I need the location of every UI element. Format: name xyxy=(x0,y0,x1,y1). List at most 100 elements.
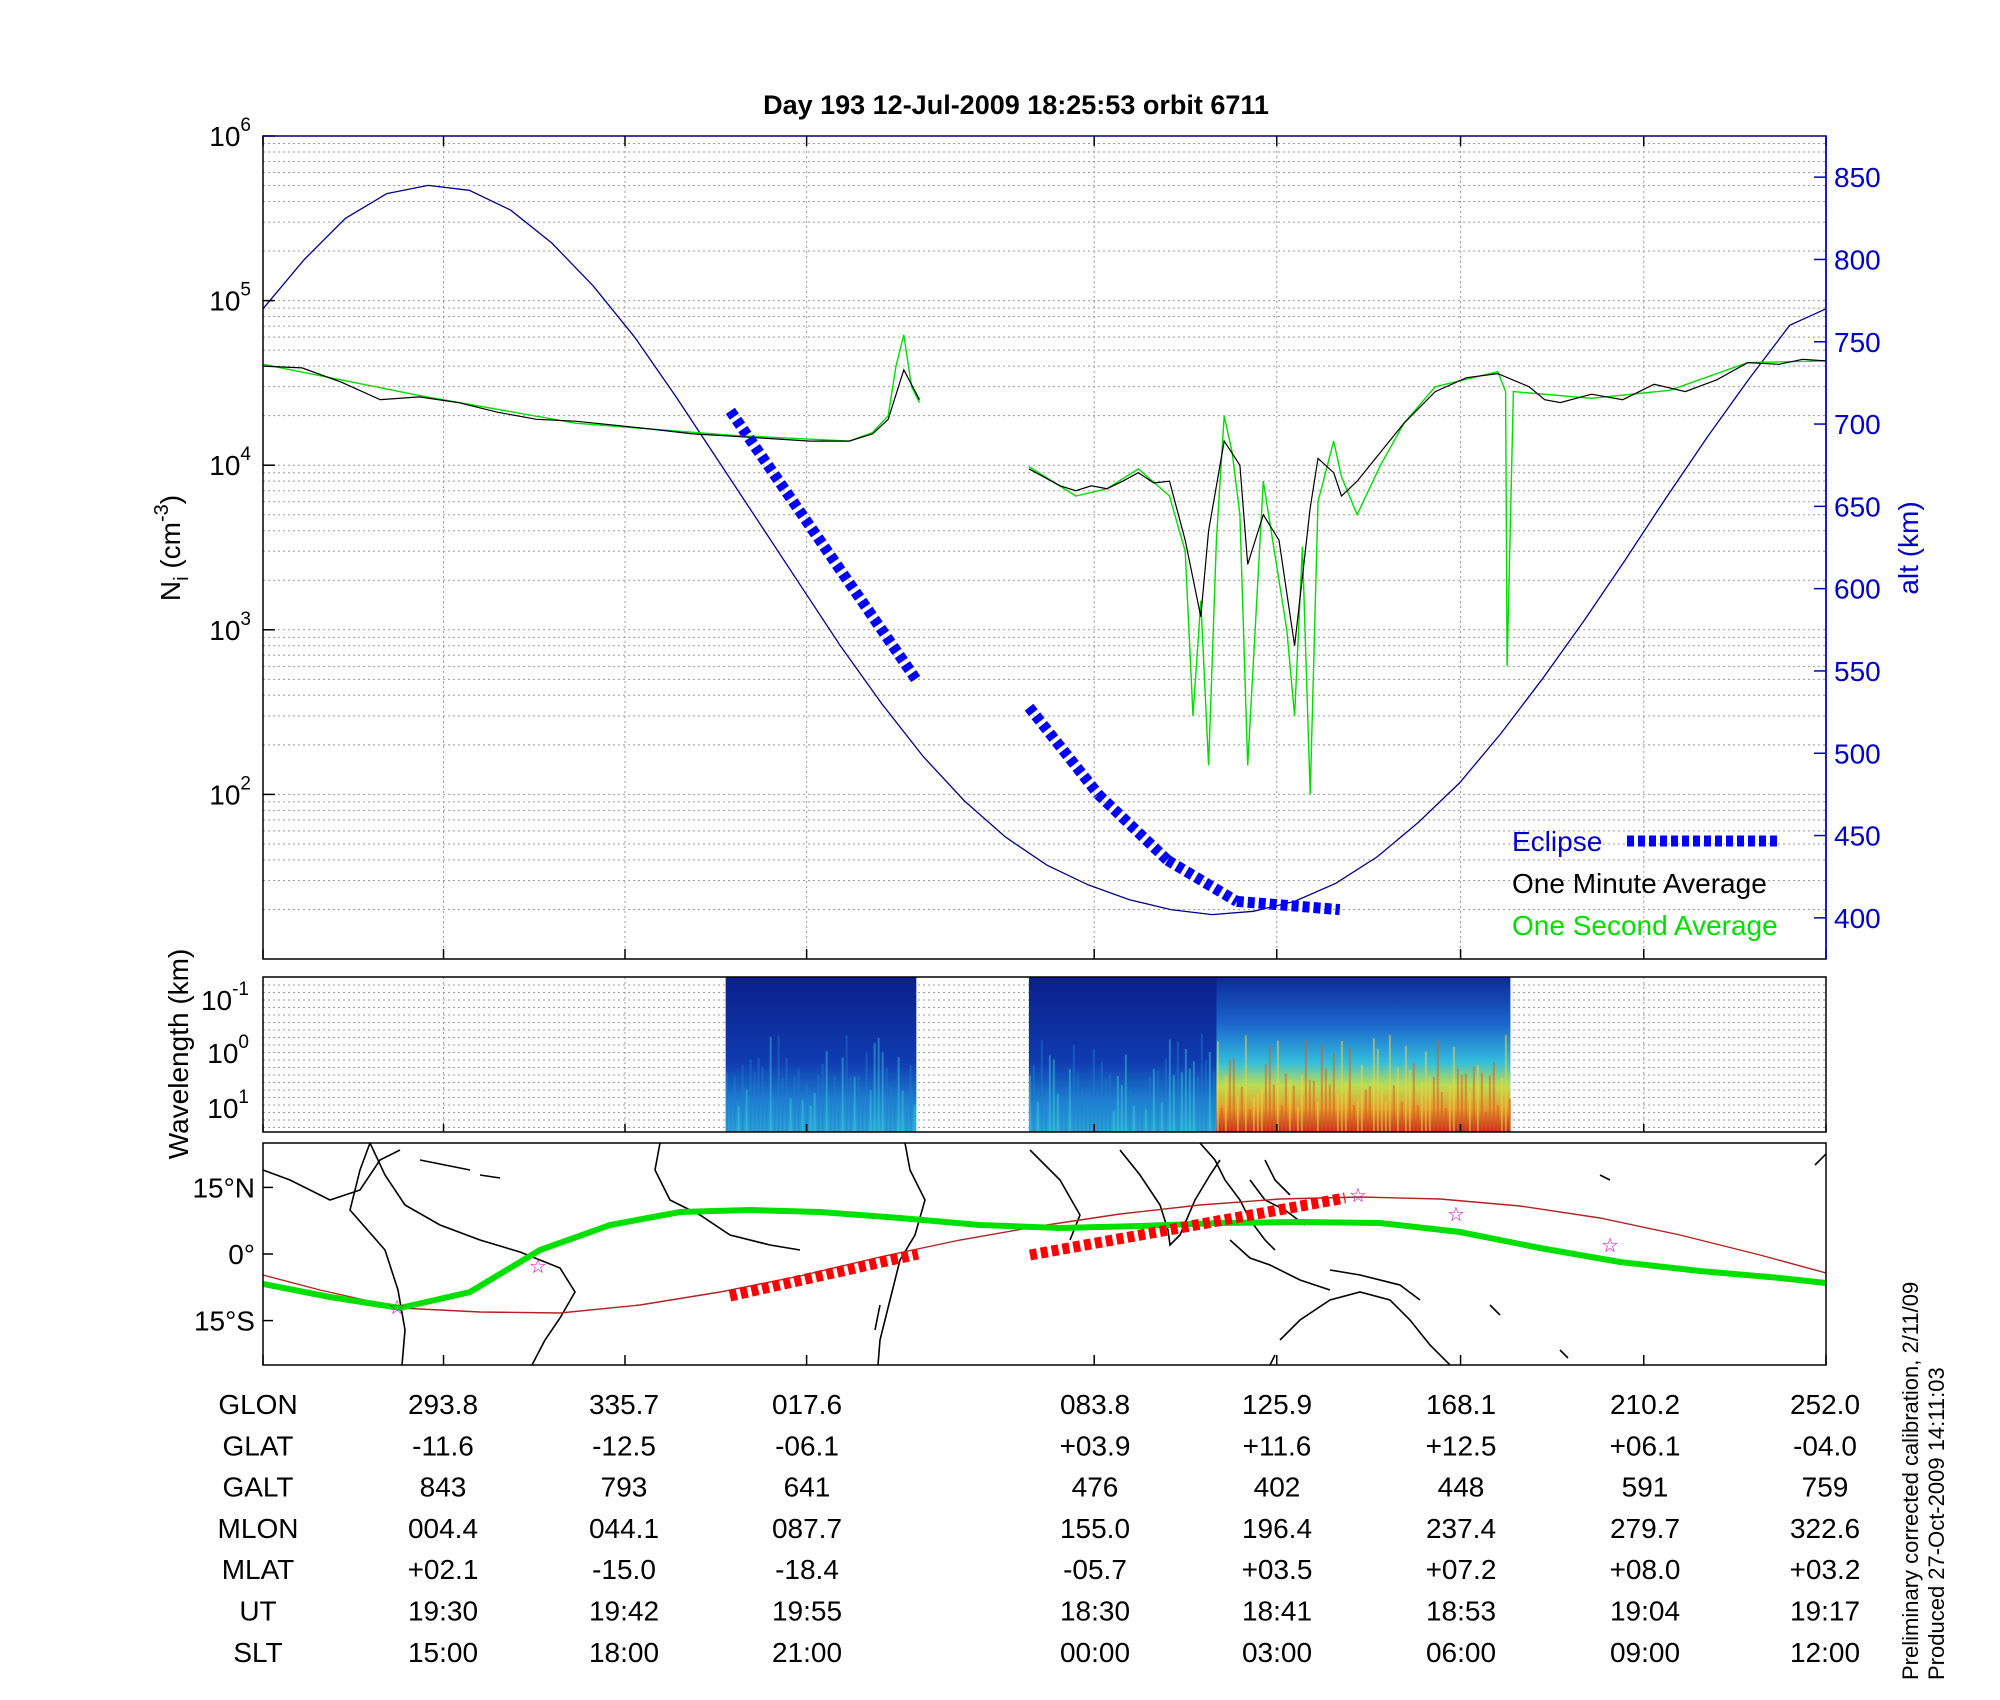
table-cell: 21:00 xyxy=(772,1637,842,1668)
table-cell: 476 xyxy=(1072,1472,1119,1503)
spectrogram-streak xyxy=(1300,1075,1303,1132)
coastline xyxy=(1264,1159,1291,1196)
spectrogram-streak xyxy=(1492,1062,1495,1132)
spectrogram-streak xyxy=(909,1065,912,1132)
spectrogram-streak xyxy=(725,1072,728,1132)
table-row-label: UT xyxy=(239,1596,276,1627)
table-cell: 591 xyxy=(1622,1472,1669,1503)
spectrogram-streak xyxy=(1292,1085,1295,1132)
table-cell: 19:55 xyxy=(772,1596,842,1627)
spectrogram-streak xyxy=(1224,1074,1227,1132)
table-cell: 279.7 xyxy=(1610,1513,1680,1544)
table-cell: +03.5 xyxy=(1242,1554,1313,1585)
spectrogram-panel: 10-1 100 101 Wavelength (km) xyxy=(163,949,1827,1159)
table-cell: 18:53 xyxy=(1426,1596,1496,1627)
spectrogram-streak xyxy=(813,1092,816,1132)
legend: Eclipse One Minute Average One Second Aver… xyxy=(1512,826,1780,941)
table-cell: 19:42 xyxy=(589,1596,659,1627)
table-row-label: SLT xyxy=(233,1637,282,1668)
spectrogram-block xyxy=(725,977,917,1132)
y-tick-label: 10-1 xyxy=(201,979,249,1016)
spectrogram-streak xyxy=(1484,1111,1487,1132)
spectrogram-streak xyxy=(1412,1063,1415,1132)
spectrogram-streak xyxy=(1072,1044,1075,1132)
spectrogram-streak xyxy=(769,1036,772,1132)
spectrogram-streak xyxy=(865,1052,868,1132)
table-cell: 322.6 xyxy=(1790,1513,1860,1544)
coastline xyxy=(1489,1304,1501,1316)
spectrogram-streak xyxy=(1360,1064,1363,1132)
table-cell: 18:30 xyxy=(1060,1596,1130,1627)
spectrogram-streak xyxy=(789,1098,792,1132)
left-axis-label: Ni (cm-3) xyxy=(151,495,193,601)
spectrogram-streak xyxy=(833,1075,836,1132)
spectrogram-streak xyxy=(1216,1041,1219,1132)
spectrogram-streak xyxy=(1064,1105,1067,1132)
spectrogram-streak xyxy=(1192,1061,1195,1132)
spectrogram-streak xyxy=(1340,1041,1343,1132)
spectrogram-streak xyxy=(1052,1059,1055,1132)
table-row-label: GALT xyxy=(222,1472,293,1503)
spectrogram-streak xyxy=(1324,1069,1327,1132)
spectrogram-streak xyxy=(1180,1072,1183,1132)
spectrogram-streak xyxy=(1452,1046,1455,1132)
orbit-marker-star: ☆ xyxy=(1447,1204,1465,1226)
spectrogram-streak xyxy=(1460,1074,1463,1132)
spectrogram-streak xyxy=(1056,1093,1059,1132)
spectrogram-streak xyxy=(1256,1093,1259,1132)
table-cell: +02.1 xyxy=(408,1554,479,1585)
spectrogram-streak xyxy=(829,1101,832,1132)
table-cell: 641 xyxy=(784,1472,831,1503)
spectrogram-streak xyxy=(1408,1069,1411,1132)
spectrogram-streak xyxy=(1364,1089,1367,1132)
coastline xyxy=(1269,1354,1276,1365)
spectrogram-streak xyxy=(1308,1079,1311,1132)
spectrogram-streak xyxy=(1248,1109,1251,1132)
spectrogram-streak xyxy=(1508,1098,1511,1132)
spectrogram-streak xyxy=(1348,1047,1351,1132)
spectrogram-streak xyxy=(1480,1072,1483,1132)
spectrogram-streak xyxy=(1128,1090,1131,1132)
ephemeris-table: GLON 293.8 335.7 017.6 083.8 125.9 168.1 210.2 2… xyxy=(218,1389,1861,1668)
right-axis-ticks: 400 450 500 550 600 650 700 750 800 850 xyxy=(263,135,1881,959)
table-cell: 19:04 xyxy=(1610,1596,1680,1627)
spectrogram-streak xyxy=(1344,1081,1347,1132)
spectrogram-streak xyxy=(1084,1106,1087,1132)
table-cell: -15.0 xyxy=(592,1554,656,1585)
spectrogram-streak xyxy=(1440,1092,1443,1132)
spectrogram-streak xyxy=(1468,1092,1471,1132)
table-cell: 759 xyxy=(1802,1472,1849,1503)
spectrogram-streak xyxy=(1312,1080,1315,1132)
table-cell: 19:17 xyxy=(1790,1596,1860,1627)
table-cell: 155.0 xyxy=(1060,1513,1130,1544)
spectrogram-streak xyxy=(1188,1068,1191,1132)
orbit-marker-star: ☆ xyxy=(388,1297,406,1319)
table-row-label: MLON xyxy=(218,1513,299,1544)
spectrogram-streak xyxy=(1464,1073,1467,1132)
table-cell: 017.6 xyxy=(772,1389,842,1420)
y-tick-label: 105 xyxy=(209,280,251,317)
spectrogram-streak xyxy=(849,1076,852,1132)
table-cell: 03:00 xyxy=(1242,1637,1312,1668)
table-cell: 168.1 xyxy=(1426,1389,1496,1420)
density-panel: 102 103 104 105 106 400 450 500 550 600 650 700 750… xyxy=(151,115,1924,960)
coastline xyxy=(349,1143,406,1365)
spectrogram-streak xyxy=(1028,1075,1031,1132)
spectrogram-streak xyxy=(765,1097,768,1132)
spectrogram-streak xyxy=(1200,1034,1203,1132)
table-cell: +06.1 xyxy=(1610,1430,1681,1461)
table-cell: -06.1 xyxy=(775,1430,839,1461)
spectrogram-streak xyxy=(1420,1081,1423,1132)
coastlines xyxy=(263,1143,1826,1365)
spectrogram-streak xyxy=(1320,1043,1323,1132)
table-cell: 793 xyxy=(601,1472,648,1503)
spectrogram-streak xyxy=(1488,1075,1491,1132)
spectrogram-streak xyxy=(1204,1059,1207,1132)
map-panel: ☆ ☆ ☆ ☆ ☆ 15°N 0° 15°S xyxy=(192,1124,1827,1366)
spectrogram-streak xyxy=(1076,1072,1079,1132)
coastline xyxy=(874,1304,881,1331)
right-tick-label: 500 xyxy=(1834,738,1881,769)
spectrogram-streak xyxy=(1236,1095,1239,1132)
spectrogram-streak xyxy=(821,1063,824,1132)
spectrogram-streak xyxy=(1332,1053,1335,1132)
